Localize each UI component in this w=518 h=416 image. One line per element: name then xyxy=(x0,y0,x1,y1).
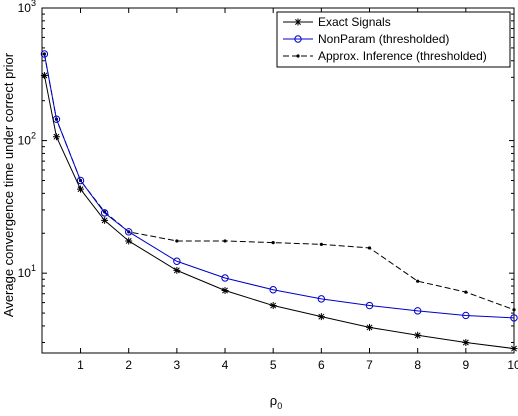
x-tick-label: 3 xyxy=(174,358,181,372)
data-point xyxy=(317,295,326,303)
data-point xyxy=(223,239,227,243)
legend-box xyxy=(276,11,511,68)
x-axis-title-main: ρ xyxy=(270,393,277,408)
legend: Exact Signals NonParam (thresholded) Appro… xyxy=(276,11,511,68)
data-point xyxy=(416,279,420,283)
data-point xyxy=(269,302,277,310)
data-point xyxy=(173,266,181,274)
series-layer xyxy=(40,50,518,353)
data-point xyxy=(100,209,109,217)
legend-label: Exact Signals xyxy=(318,15,391,29)
y-tick-label-exponent: 1 xyxy=(31,263,36,273)
x-tick-label: 6 xyxy=(318,358,325,372)
data-point xyxy=(464,290,468,294)
x-tick-label: 4 xyxy=(222,358,229,372)
data-point xyxy=(173,257,181,265)
data-point xyxy=(414,331,422,339)
series-line xyxy=(43,53,515,319)
data-point xyxy=(125,237,133,245)
legend-label: NonParam (thresholded) xyxy=(318,32,449,46)
x-axis: 1 2 3 4 5 6 7 8 9 10 xyxy=(77,8,518,372)
x-tick-label: 2 xyxy=(125,358,132,372)
data-point xyxy=(101,216,109,224)
y-tick-label-base: 10 xyxy=(18,1,32,15)
legend-label: Approx. Inference (thresholded) xyxy=(318,49,487,63)
x-tick-label: 1 xyxy=(77,358,84,372)
data-point xyxy=(42,52,47,56)
legend-marker xyxy=(294,35,302,43)
y-tick-label-base: 10 xyxy=(18,266,32,280)
data-point xyxy=(52,133,60,141)
series-2 xyxy=(42,52,516,312)
data-point xyxy=(413,307,422,315)
data-point xyxy=(366,323,374,331)
y-tick-label-base: 10 xyxy=(18,134,32,148)
data-point xyxy=(512,308,516,312)
data-point xyxy=(40,71,48,79)
data-point xyxy=(317,313,325,321)
data-point xyxy=(365,301,374,310)
x-tick-label: 9 xyxy=(462,358,469,372)
data-point xyxy=(462,339,470,347)
y-axis-title: Average convergence time under correct p… xyxy=(1,52,16,317)
data-point xyxy=(40,50,49,58)
data-point xyxy=(269,286,277,294)
x-tick-label: 7 xyxy=(366,358,373,372)
legend-marker xyxy=(294,18,302,26)
data-point xyxy=(271,241,275,245)
y-tick-label: 102 xyxy=(18,131,36,148)
x-tick-label: 5 xyxy=(270,358,277,372)
y-tick-label: 103 xyxy=(18,0,36,15)
data-point xyxy=(462,311,470,320)
y-tick-label-exponent: 3 xyxy=(31,0,36,8)
data-point xyxy=(221,274,229,282)
data-point xyxy=(175,239,179,243)
data-point xyxy=(76,176,85,185)
data-point xyxy=(367,246,372,250)
data-point xyxy=(221,287,229,295)
series-0 xyxy=(40,71,518,353)
x-tick-label: 8 xyxy=(414,358,421,372)
y-tick-label: 101 xyxy=(18,263,36,280)
data-point xyxy=(124,228,133,236)
series-1 xyxy=(40,50,518,322)
data-point xyxy=(510,345,518,353)
data-point xyxy=(319,242,323,246)
x-axis-title: ρ0 xyxy=(270,393,282,411)
x-tick-label: 10 xyxy=(507,358,518,372)
x-axis-title-subscript: 0 xyxy=(277,401,282,411)
legend-marker xyxy=(296,54,300,58)
data-point xyxy=(510,314,518,322)
data-point xyxy=(77,185,85,193)
y-tick-label-exponent: 2 xyxy=(31,131,36,141)
